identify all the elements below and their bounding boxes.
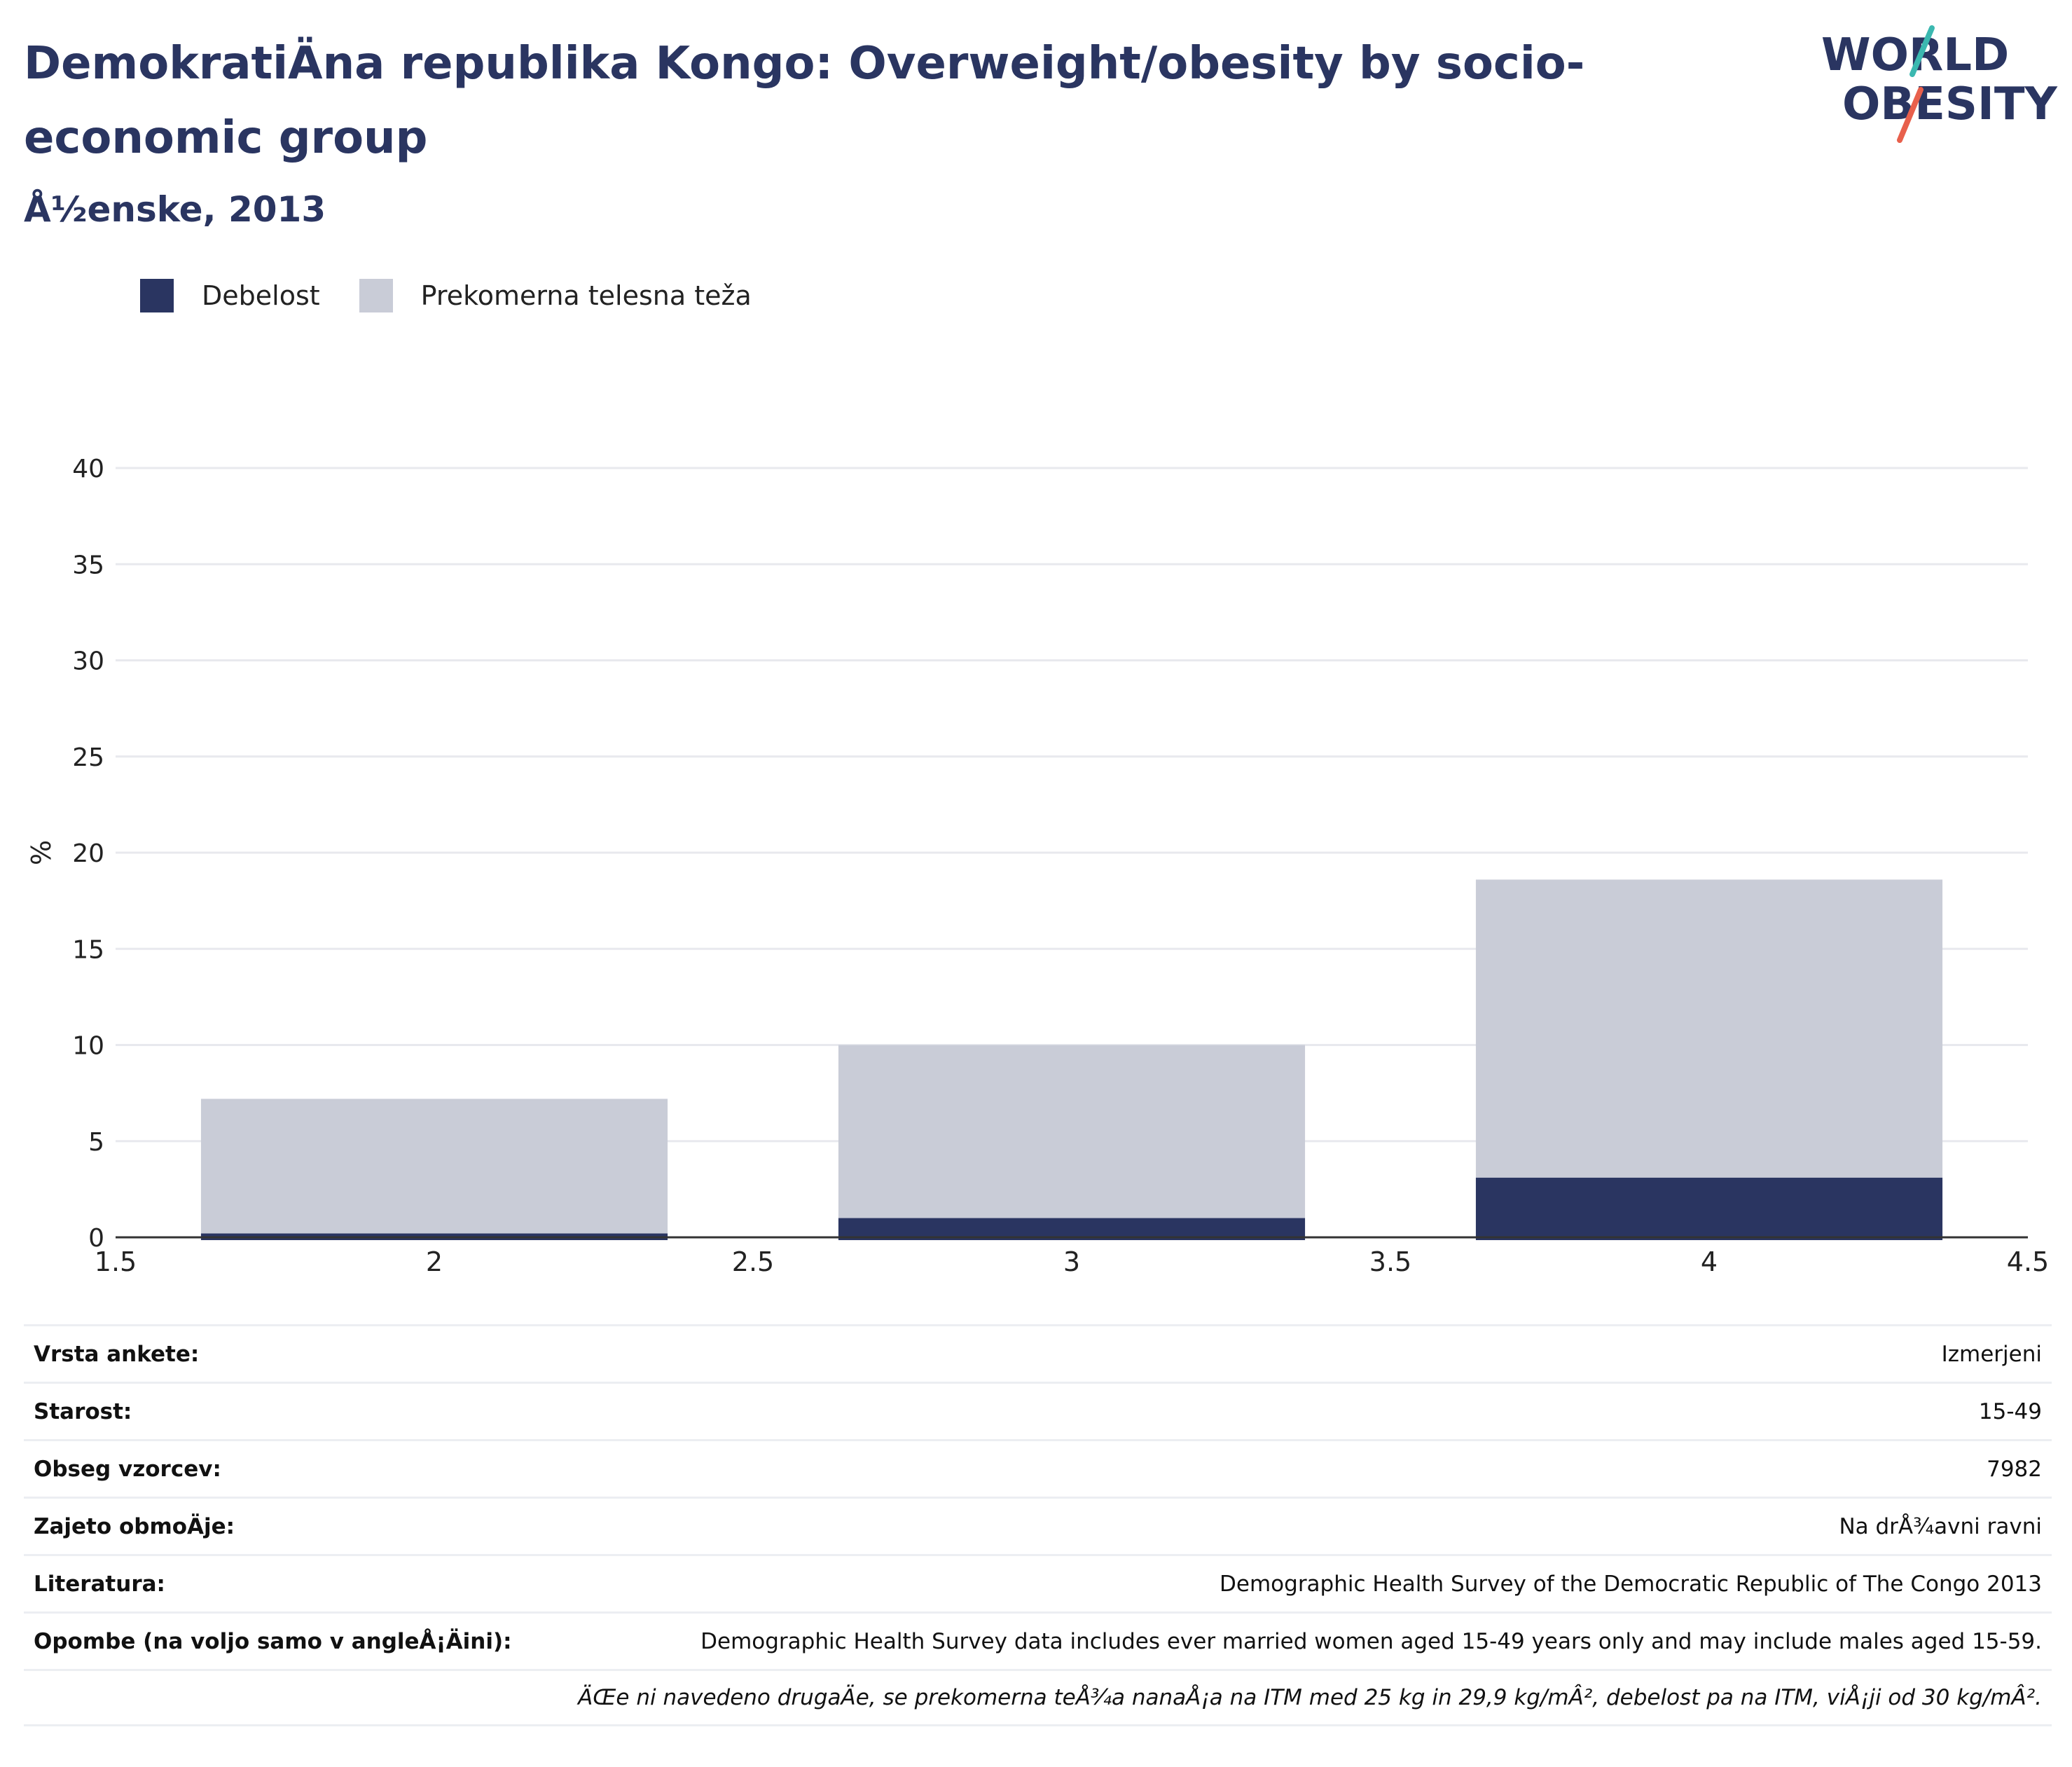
survey-info-table: Vrsta ankete: Izmerjeni Starost: 15-49 O… <box>24 1324 2052 1726</box>
info-value: 15-49 <box>1978 1398 2042 1424</box>
info-value: Demographic Health Survey data includes … <box>700 1628 2042 1654</box>
bar-obesity <box>1475 1177 1943 1240</box>
info-value: 7982 <box>1987 1456 2042 1482</box>
x-tick-label: 3 <box>1063 1246 1080 1277</box>
x-tick-label: 1.5 <box>95 1246 137 1277</box>
info-value: Demographic Health Survey of the Democra… <box>1220 1571 2042 1597</box>
info-label: Vrsta ankete: <box>34 1341 200 1367</box>
legend-swatch-debelost <box>140 279 174 312</box>
bar-chart: 0 5 10 15 20 25 30 35 40 1.5 2 2.5 3 3.5 4 4.5% <box>26 455 2049 1277</box>
y-tick-label: 40 <box>72 455 104 483</box>
info-label: Literatura: <box>34 1571 165 1597</box>
footnote-text: ÄŒe ni navedeno drugaÄe, se prekomerna t… <box>578 1685 2042 1710</box>
bar-overweight <box>838 1045 1306 1240</box>
y-tick-label: 10 <box>72 1032 104 1061</box>
info-label: Starost: <box>34 1398 132 1424</box>
info-row-area: Zajeto obmoÄje: Na drÅ¾avni ravni <box>24 1497 2052 1554</box>
x-tick-label: 3.5 <box>1369 1246 1411 1277</box>
info-label: Opombe (na voljo samo v angleÅ¡Äini): <box>34 1628 512 1654</box>
legend-label-prekomerna: Prekomerna telesna teža <box>420 280 752 311</box>
info-label: Zajeto obmoÄje: <box>34 1513 235 1539</box>
info-row-sample-size: Obseg vzorcev: 7982 <box>24 1439 2052 1497</box>
legend-label-debelost: Debelost <box>202 280 320 311</box>
y-tick-label: 15 <box>72 935 104 964</box>
page-subtitle: Å½enske, 2013 <box>24 189 326 230</box>
y-tick-label: 0 <box>88 1224 104 1253</box>
info-label: Obseg vzorcev: <box>34 1456 221 1482</box>
legend-swatch-prekomerna <box>359 279 393 312</box>
y-axis-label: % <box>26 840 57 865</box>
legend-item-debelost[interactable]: Debelost <box>140 279 320 312</box>
legend-item-prekomerna[interactable]: Prekomerna telesna teža <box>359 279 752 312</box>
page-title: DemokratiÄna republika Kongo: Overweight… <box>24 38 1585 164</box>
y-tick-label: 30 <box>72 647 104 676</box>
info-row-survey-type: Vrsta ankete: Izmerjeni <box>24 1324 2052 1382</box>
x-tick-label: 4.5 <box>2007 1246 2049 1277</box>
world-obesity-logo: WORLD OBESITY <box>1821 25 2057 143</box>
x-tick-label: 4 <box>1701 1246 1718 1277</box>
info-value: Izmerjeni <box>1941 1341 2042 1367</box>
y-tick-label: 25 <box>72 743 104 772</box>
info-row-footnote: ÄŒe ni navedeno drugaÄe, se prekomerna t… <box>24 1669 2052 1726</box>
x-tick-label: 2 <box>426 1246 443 1277</box>
y-tick-label: 20 <box>72 839 104 868</box>
info-row-reference: Literatura: Demographic Health Survey of… <box>24 1554 2052 1611</box>
bar-overweight <box>200 1099 668 1240</box>
info-row-notes: Opombe (na voljo samo v angleÅ¡Äini): De… <box>24 1611 2052 1669</box>
x-tick-label: 2.5 <box>732 1246 774 1277</box>
logo-line2: OBESITY <box>1842 78 2057 130</box>
y-tick-label: 5 <box>88 1128 104 1157</box>
chart-legend: Debelost Prekomerna telesna teža <box>140 279 791 312</box>
y-tick-label: 35 <box>72 551 104 579</box>
info-value: Na drÅ¾avni ravni <box>1839 1513 2042 1539</box>
info-row-age: Starost: 15-49 <box>24 1382 2052 1439</box>
